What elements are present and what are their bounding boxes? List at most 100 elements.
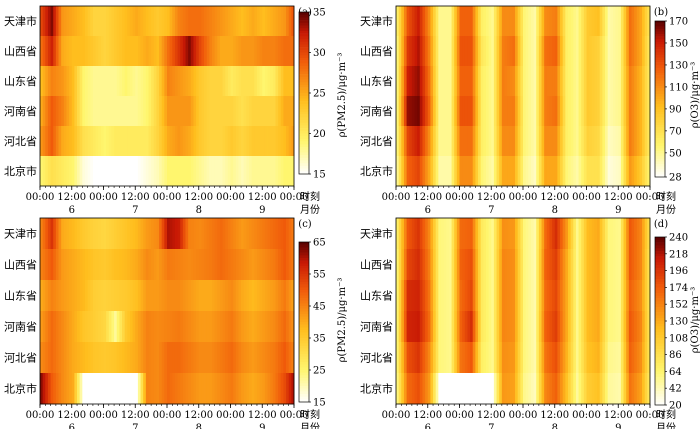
heatmap-cell xyxy=(174,280,178,312)
heatmap-cell xyxy=(246,66,250,97)
heatmap-cell xyxy=(578,126,582,157)
colorbar-segment xyxy=(655,119,665,123)
heatmap-cell xyxy=(493,280,497,312)
colorbar-segment xyxy=(655,151,665,154)
heatmap-cell xyxy=(440,66,445,97)
colorbar-segment xyxy=(655,279,665,283)
heatmap-cell xyxy=(499,311,503,343)
heatmap-cell xyxy=(475,218,479,250)
row-label: 北京市 xyxy=(360,164,393,178)
heatmap-cell xyxy=(599,36,603,67)
heatmap-cell xyxy=(286,311,290,343)
heatmap-cell xyxy=(435,36,439,67)
heatmap-cell xyxy=(116,373,120,405)
heatmap-cell xyxy=(417,126,421,157)
colorbar-segment xyxy=(655,385,665,389)
heatmap-cell xyxy=(493,126,497,157)
heatmap-cell xyxy=(98,156,102,187)
colorbar-segment xyxy=(299,147,309,150)
heatmap-cell xyxy=(507,156,511,187)
heatmap-cell xyxy=(267,156,271,187)
heatmap-cell xyxy=(124,126,128,157)
heatmap-cell xyxy=(127,96,131,127)
heatmap-cell xyxy=(454,36,458,67)
heatmap-cell xyxy=(53,218,57,250)
colorbar-segment xyxy=(299,171,309,175)
heatmap-cell xyxy=(583,311,587,343)
heatmap-cell xyxy=(623,373,627,405)
heatmap-cell xyxy=(597,6,601,37)
heatmap-cell xyxy=(58,280,62,312)
heatmap-cell xyxy=(264,156,268,187)
colorbar-segment xyxy=(299,274,309,277)
heatmap-cell xyxy=(204,218,208,250)
heatmap-cell xyxy=(446,280,450,312)
heatmap-cell xyxy=(520,311,524,343)
heatmap-cell xyxy=(435,249,439,281)
heatmap-cell xyxy=(185,373,189,405)
heatmap-cell xyxy=(77,156,81,187)
heatmap-cell xyxy=(583,66,587,97)
heatmap-cell xyxy=(280,126,284,157)
colorbar-segment xyxy=(655,335,665,339)
heatmap-cell xyxy=(546,66,550,97)
heatmap-cell xyxy=(567,6,572,37)
heatmap-cell xyxy=(605,36,609,67)
heatmap-cell xyxy=(82,342,86,374)
row-label: 北京市 xyxy=(4,164,37,178)
heatmap-cell xyxy=(124,280,128,312)
colorbar-segment xyxy=(655,363,665,367)
colorbar-segment xyxy=(655,337,665,341)
heatmap-cell xyxy=(129,342,134,374)
heatmap-cell xyxy=(278,280,282,312)
heatmap-cell xyxy=(538,126,542,157)
heatmap-cell xyxy=(196,311,200,343)
heatmap-cell xyxy=(433,373,437,405)
heatmap-cell xyxy=(122,373,126,405)
heatmap-cell xyxy=(493,373,497,405)
colorbar-tick-label: 25 xyxy=(313,89,326,100)
heatmap-cell xyxy=(406,66,410,97)
heatmap-cell xyxy=(53,96,57,127)
heatmap-cell xyxy=(538,373,542,405)
heatmap-cell xyxy=(599,373,603,405)
heatmap-cell xyxy=(92,218,96,250)
heatmap-cell xyxy=(143,6,147,37)
colorbar-segment xyxy=(655,156,665,160)
heatmap-cell xyxy=(288,6,292,37)
colorbar-segment xyxy=(655,365,665,369)
heatmap-cell xyxy=(425,311,429,343)
heatmap-cell xyxy=(103,96,107,127)
heatmap-cell xyxy=(217,66,221,97)
heatmap-cell xyxy=(536,126,540,157)
heatmap-cell xyxy=(451,66,455,97)
heatmap-cell xyxy=(275,373,279,405)
heatmap-cell xyxy=(225,6,229,37)
heatmap-cell xyxy=(533,249,537,281)
heatmap-cell xyxy=(74,156,78,187)
colorbar-segment xyxy=(655,125,665,128)
colorbar-tick-label: 110 xyxy=(669,82,688,93)
heatmap-cell xyxy=(528,280,532,312)
heatmap-cell xyxy=(40,342,44,374)
heatmap-cell xyxy=(485,311,490,343)
heatmap-cell xyxy=(270,373,274,405)
heatmap-cell xyxy=(291,36,295,67)
heatmap-cell xyxy=(578,6,582,37)
heatmap-cell xyxy=(485,342,490,374)
heatmap-cell xyxy=(507,6,511,37)
heatmap-cell xyxy=(583,126,587,157)
heatmap-cell xyxy=(82,66,86,97)
heatmap-cell xyxy=(496,36,500,67)
heatmap-cell xyxy=(148,66,152,97)
heatmap-cell xyxy=(472,6,476,37)
heatmap-cell xyxy=(122,311,126,343)
heatmap-cell xyxy=(182,6,186,37)
heatmap-cell xyxy=(188,249,192,281)
heatmap-cell xyxy=(222,280,226,312)
heatmap-cell xyxy=(615,218,619,250)
row-label: 山西省 xyxy=(360,45,393,58)
heatmap-cell xyxy=(275,156,279,187)
heatmap-cell xyxy=(251,311,255,343)
heatmap-cell xyxy=(92,249,96,281)
